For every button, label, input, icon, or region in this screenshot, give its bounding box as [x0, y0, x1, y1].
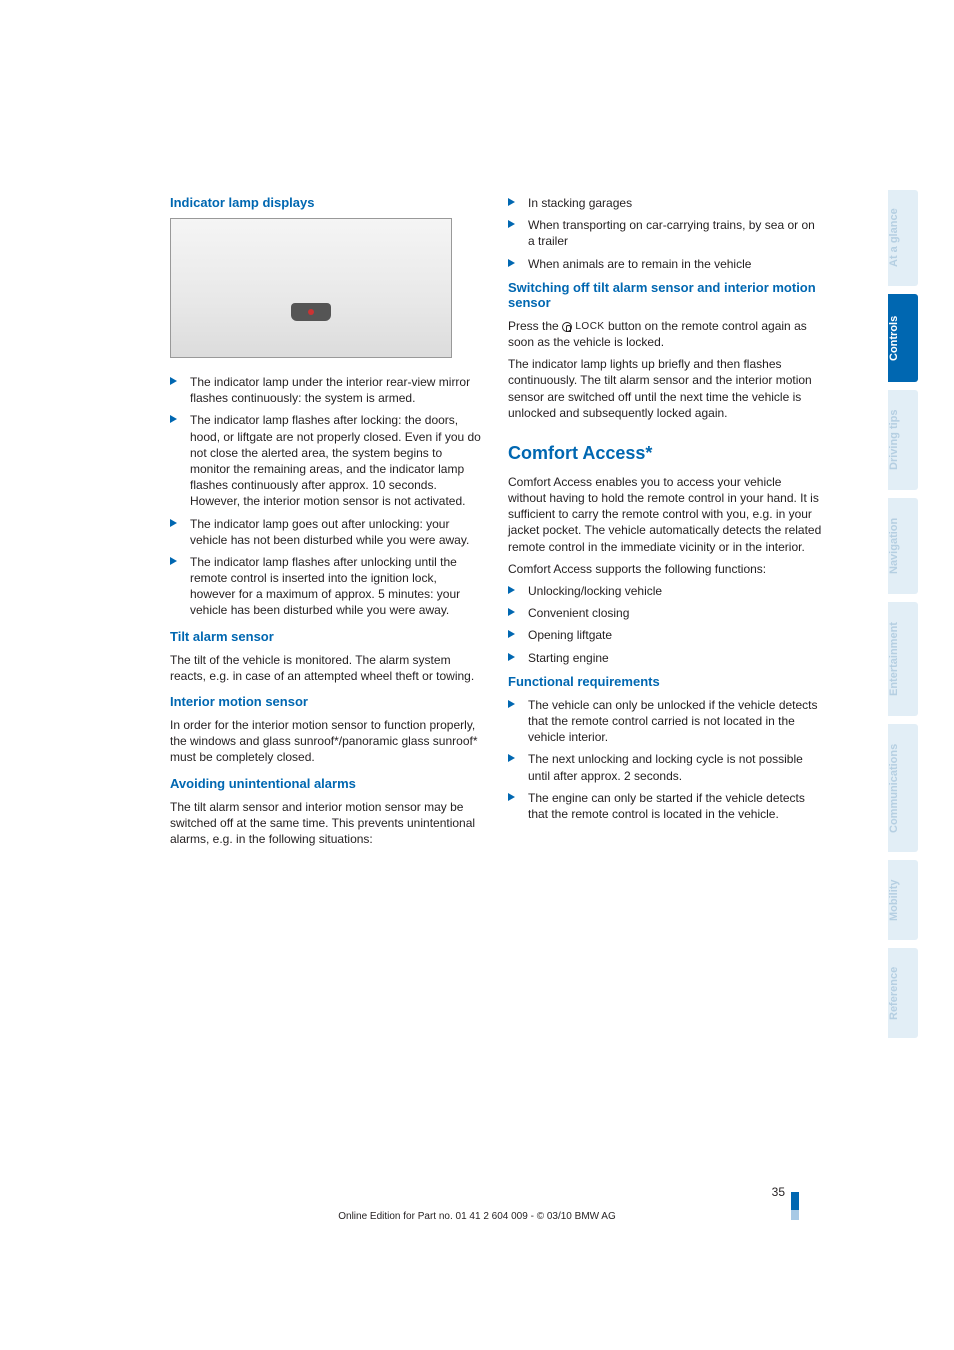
sidebar-tab-controls[interactable]: Controls [888, 294, 918, 382]
heading-interior-motion: Interior motion sensor [170, 694, 484, 709]
paragraph-comfort-1: Comfort Access enables you to access you… [508, 474, 822, 555]
list-item: The indicator lamp goes out after unlock… [170, 516, 484, 548]
list-item: The vehicle can only be unlocked if the … [508, 697, 822, 746]
bullet-triangle-icon [508, 630, 515, 638]
heading-functional-req: Functional requirements [508, 674, 822, 689]
list-item: Convenient closing [508, 605, 822, 621]
list-item-text: When animals are to remain in the vehicl… [528, 257, 751, 271]
sidebar-tab-entertainment[interactable]: Entertainment [888, 602, 918, 716]
sidebar-tab-navigation[interactable]: Navigation [888, 498, 918, 594]
list-item-text: The next unlocking and locking cycle is … [528, 752, 803, 782]
page-indicator-bar [791, 1192, 799, 1210]
sidebar-tab-reference[interactable]: Reference [888, 948, 918, 1038]
list-item: The engine can only be started if the ve… [508, 790, 822, 822]
list-item-text: The indicator lamp flashes after locking… [190, 413, 481, 508]
list-item-text: The indicator lamp goes out after unlock… [190, 517, 469, 547]
bullet-triangle-icon [508, 608, 515, 616]
text-press-pre: Press the [508, 319, 562, 333]
sidebar-tab-at-a-glance[interactable]: At a glance [888, 190, 918, 286]
right-column: In stacking garages When transporting on … [508, 195, 822, 853]
list-functional-req: The vehicle can only be unlocked if the … [508, 697, 822, 822]
page-number: 35 [772, 1184, 799, 1202]
bullet-triangle-icon [508, 754, 515, 762]
paragraph-avoid-alarms: The tilt alarm sensor and interior motio… [170, 799, 484, 848]
list-item-text: The indicator lamp flashes after unlocki… [190, 555, 460, 618]
list-item: Starting engine [508, 650, 822, 666]
list-item: When transporting on car-carrying trains… [508, 217, 822, 249]
bullet-triangle-icon [508, 220, 515, 228]
sidebar-tab-communications[interactable]: Communications [888, 724, 918, 852]
heading-comfort-access: Comfort Access* [508, 443, 822, 464]
paragraph-tilt: The tilt of the vehicle is monitored. Th… [170, 652, 484, 684]
bullet-triangle-icon [508, 700, 515, 708]
paragraph-switch-off-1: Press the LOCK button on the remote cont… [508, 318, 822, 350]
list-item: Opening liftgate [508, 627, 822, 643]
left-column: Indicator lamp displays The indicator la… [170, 195, 484, 853]
list-item-text: The engine can only be started if the ve… [528, 791, 805, 821]
list-comfort-functions: Unlocking/locking vehicle Convenient clos… [508, 583, 822, 666]
list-item-text: The indicator lamp under the interior re… [190, 375, 470, 405]
sidebar-tab-mobility[interactable]: Mobility [888, 860, 918, 940]
figure-indicator-lamp [170, 218, 452, 358]
bullet-triangle-icon [508, 793, 515, 801]
page: Indicator lamp displays The indicator la… [0, 0, 954, 1350]
lock-label: LOCK [575, 321, 604, 332]
heading-switch-off: Switching off tilt alarm sensor and inte… [508, 280, 822, 310]
list-item: The next unlocking and locking cycle is … [508, 751, 822, 783]
list-item: In stacking garages [508, 195, 822, 211]
paragraph-interior-motion: In order for the interior motion sensor … [170, 717, 484, 766]
list-item-text: Unlocking/locking vehicle [528, 584, 662, 598]
list-item: When animals are to remain in the vehicl… [508, 256, 822, 272]
heading-indicator-lamp: Indicator lamp displays [170, 195, 484, 210]
list-item: The indicator lamp under the interior re… [170, 374, 484, 406]
list-item-text: In stacking garages [528, 196, 632, 210]
list-indicator: The indicator lamp under the interior re… [170, 374, 484, 619]
content-columns: Indicator lamp displays The indicator la… [170, 195, 876, 853]
list-item-text: Opening liftgate [528, 628, 612, 642]
list-item-text: The vehicle can only be unlocked if the … [528, 698, 818, 744]
list-item: The indicator lamp flashes after locking… [170, 412, 484, 509]
list-situations: In stacking garages When transporting on … [508, 195, 822, 272]
list-item-text: Starting engine [528, 651, 609, 665]
lock-icon [562, 322, 572, 332]
page-number-text: 35 [772, 1185, 785, 1199]
bullet-triangle-icon [170, 377, 177, 385]
list-item-text: Convenient closing [528, 606, 629, 620]
heading-tilt: Tilt alarm sensor [170, 629, 484, 644]
sidebar-tab-driving-tips[interactable]: Driving tips [888, 390, 918, 490]
list-item: The indicator lamp flashes after unlocki… [170, 554, 484, 619]
sidebar-tabs: At a glance Controls Driving tips Navigatio… [888, 190, 918, 1038]
paragraph-comfort-2: Comfort Access supports the following fu… [508, 561, 822, 577]
paragraph-switch-off-2: The indicator lamp lights up briefly and… [508, 356, 822, 421]
list-item: Unlocking/locking vehicle [508, 583, 822, 599]
bullet-triangle-icon [170, 519, 177, 527]
bullet-triangle-icon [170, 415, 177, 423]
bullet-triangle-icon [508, 198, 515, 206]
footer-text: Online Edition for Part no. 01 41 2 604 … [0, 1211, 954, 1222]
bullet-triangle-icon [508, 586, 515, 594]
bullet-triangle-icon [508, 653, 515, 661]
bullet-triangle-icon [170, 557, 177, 565]
bullet-triangle-icon [508, 259, 515, 267]
list-item-text: When transporting on car-carrying trains… [528, 218, 815, 248]
heading-avoid-alarms: Avoiding unintentional alarms [170, 776, 484, 791]
